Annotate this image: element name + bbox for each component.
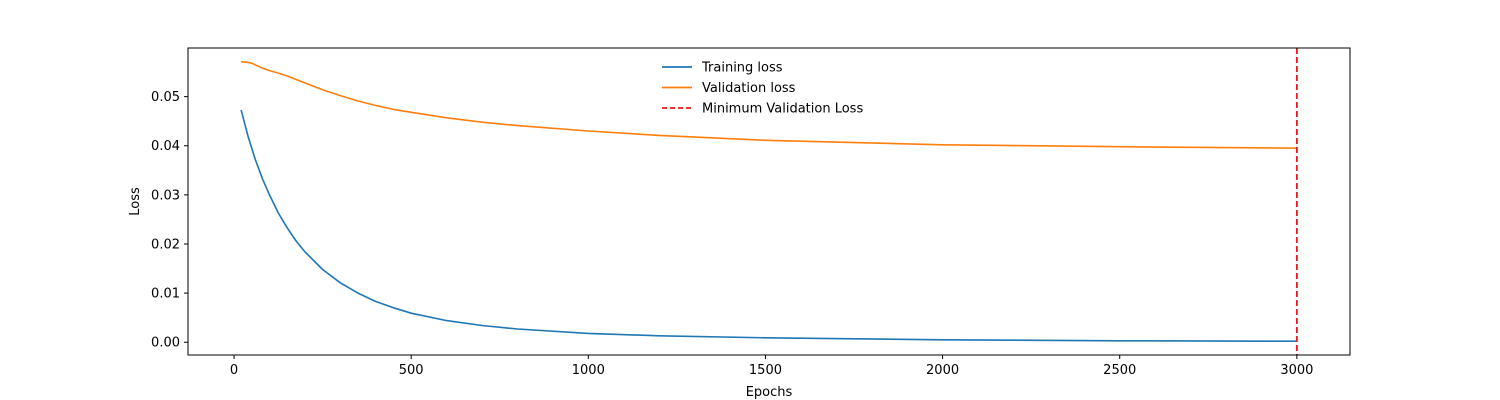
x-tick-label: 2000 xyxy=(926,363,959,378)
y-axis: 0.00 0.01 0.02 0.03 0.04 0.05 xyxy=(151,90,188,351)
series-layer xyxy=(240,61,1297,343)
x-tick-label: 0 xyxy=(230,363,238,378)
legend-label-2: Minimum Validation Loss xyxy=(702,102,863,117)
legend: Training loss Validation loss Minimum Vali… xyxy=(662,61,863,117)
y-tick-label: 0.00 xyxy=(151,336,180,351)
y-tick-label: 0.04 xyxy=(151,139,180,154)
y-tick-label: 0.02 xyxy=(151,237,180,252)
y-axis-label: Loss xyxy=(128,187,143,216)
series-line-1 xyxy=(241,61,1297,149)
legend-label-1: Validation loss xyxy=(702,81,796,96)
x-axis-label: Epochs xyxy=(746,385,793,400)
y-tick-label: 0.05 xyxy=(151,90,180,105)
x-tick-label: 1500 xyxy=(749,363,782,378)
y-tick-label: 0.01 xyxy=(151,287,180,302)
x-tick-label: 3000 xyxy=(1280,363,1313,378)
y-tick-label: 0.03 xyxy=(151,188,180,203)
x-tick-label: 2500 xyxy=(1103,363,1136,378)
x-axis: 0 500 1000 1500 2000 2500 3000 xyxy=(230,355,1313,378)
plot-frame xyxy=(187,47,1351,356)
legend-label-0: Training loss xyxy=(701,61,783,76)
x-tick-label: 1000 xyxy=(572,363,605,378)
x-tick-label: 500 xyxy=(399,363,424,378)
series-line-0 xyxy=(240,109,1297,343)
